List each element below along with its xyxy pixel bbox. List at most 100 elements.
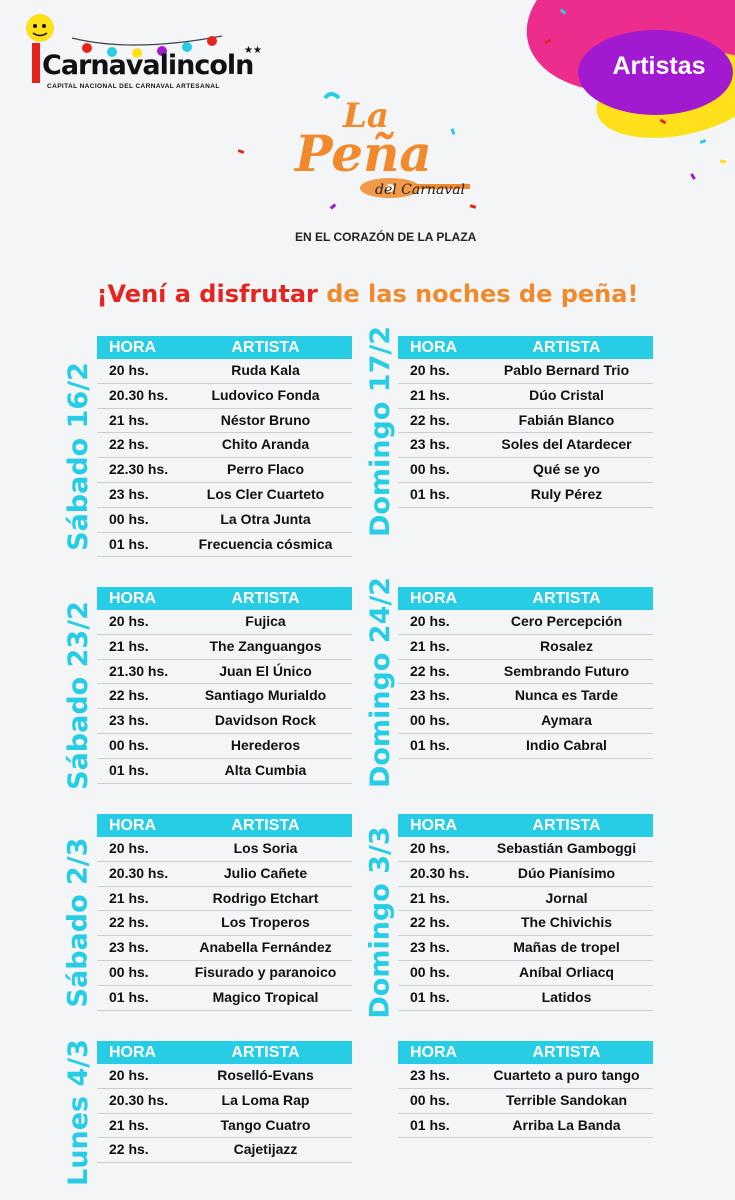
- row-artist: Fujica: [245, 613, 286, 629]
- table-row: 22 hs. Fabián Blanco: [398, 409, 653, 434]
- row-time: 01 hs.: [109, 761, 149, 778]
- row-time: 21.30 hs.: [109, 662, 169, 679]
- row-time: 20 hs.: [410, 613, 450, 629]
- row-time: 22 hs.: [410, 662, 450, 679]
- row-artist: Aníbal Orliacq: [519, 963, 614, 980]
- table-row: 22 hs. Santiago Murialdo: [97, 684, 352, 710]
- table-header: HORA ARTISTA: [97, 1041, 352, 1064]
- table-row: 23 hs. Cuarteto a puro tango: [398, 1064, 653, 1089]
- row-time: 20 hs.: [109, 362, 149, 378]
- row-time: 20 hs.: [109, 613, 149, 629]
- row-artist: Magico Tropical: [212, 988, 319, 1005]
- row-artist: Santiago Murialdo: [204, 687, 327, 704]
- column-header-hora: HORA: [109, 339, 157, 356]
- row-time: 22 hs.: [109, 436, 149, 453]
- row-artist: Jornal: [545, 889, 588, 906]
- row-time: 21 hs.: [410, 386, 450, 403]
- column-header-hora: HORA: [410, 817, 458, 834]
- column-header-hora: HORA: [410, 1044, 458, 1061]
- table-header: HORA ARTISTA: [97, 336, 352, 359]
- day-table: HORA ARTISTA 23 hs. Cuarteto a puro tango 00…: [398, 1041, 653, 1139]
- row-time: 23 hs.: [109, 939, 149, 956]
- column-header-artista: ARTISTA: [532, 1044, 601, 1061]
- table-row: 20 hs. Fujica: [97, 610, 352, 635]
- table-row: 01 hs. Magico Tropical: [97, 986, 352, 1011]
- table-row: 01 hs. Arriba La Banda: [398, 1114, 653, 1139]
- table-row: 23 hs. Soles del Atardecer: [398, 433, 653, 459]
- row-artist: Soles del Atardecer: [501, 436, 632, 453]
- pena-slogan: EN EL CORAZÓN DE LA PLAZA: [295, 230, 477, 244]
- artistas-badge: Artistas: [612, 52, 706, 80]
- table-row: 01 hs. Frecuencia cósmica: [97, 533, 352, 558]
- row-time: 01 hs.: [410, 736, 450, 753]
- row-time: 01 hs.: [410, 988, 450, 1005]
- table-row: 00 hs. Aymara: [398, 709, 653, 734]
- row-time: 23 hs.: [109, 712, 149, 729]
- confetti: [237, 149, 245, 154]
- column-header-hora: HORA: [109, 590, 157, 607]
- day-label: Domingo 3/3: [364, 826, 396, 1019]
- row-time: 23 hs.: [410, 687, 450, 704]
- pena-title-la: La: [343, 96, 389, 136]
- table-row: 21 hs. Tango Cuatro: [97, 1114, 352, 1139]
- row-artist: Ruda Kala: [231, 362, 300, 378]
- table-row: 21 hs. Rodrigo Etchart: [97, 887, 352, 912]
- day-label: Sábado 16/2: [62, 362, 94, 552]
- table-row: 01 hs. Latidos: [398, 986, 653, 1011]
- table-row: 20 hs. Cero Percepción: [398, 610, 653, 635]
- row-artist: Frecuencia cósmica: [198, 535, 333, 552]
- table-row: 00 hs. Terrible Sandokan: [398, 1089, 653, 1114]
- table-row: 20 hs. Sebastián Gamboggi: [398, 837, 653, 862]
- row-time: 23 hs.: [109, 485, 149, 502]
- row-artist: Fabián Blanco: [518, 411, 615, 428]
- pena-logo: La Peña del Carnaval EN EL CORAZÓN DE LA…: [285, 88, 485, 248]
- row-time: 00 hs.: [410, 963, 450, 980]
- logo-text: Carnavalincoln: [42, 50, 254, 81]
- confetti: [699, 139, 707, 144]
- row-artist: Rosalez: [540, 637, 593, 654]
- table-header: HORA ARTISTA: [398, 814, 653, 837]
- day-table: HORA ARTISTA 20 hs. Cero Percepción 21 hs. Ro…: [398, 587, 653, 759]
- row-time: 23 hs.: [410, 939, 450, 956]
- row-time: 23 hs.: [410, 1067, 450, 1083]
- day-label: Lunes 4/3: [62, 1038, 94, 1186]
- table-row: 23 hs. Anabella Fernández: [97, 936, 352, 961]
- day-label: Sábado 23/2: [62, 600, 94, 790]
- table-row: 00 hs. Qué se yo: [398, 458, 653, 483]
- column-header-hora: HORA: [109, 817, 157, 834]
- row-artist: Rodrigo Etchart: [212, 889, 319, 906]
- row-time: 20 hs.: [410, 362, 450, 378]
- headline-part2: de las noches de peña!: [326, 280, 639, 308]
- column-header-artista: ARTISTA: [532, 339, 601, 356]
- row-artist: Indio Cabral: [526, 736, 607, 753]
- row-artist: Cuarteto a puro tango: [493, 1067, 640, 1083]
- row-time: 21 hs.: [109, 637, 149, 654]
- column-header-artista: ARTISTA: [532, 817, 601, 834]
- column-header-artista: ARTISTA: [231, 339, 300, 356]
- row-artist: Herederos: [230, 736, 301, 753]
- row-artist: Sebastián Gamboggi: [496, 840, 637, 856]
- logo-mascot-icon: ★★: [26, 14, 262, 83]
- row-time: 23 hs.: [410, 436, 450, 453]
- row-time: 00 hs.: [109, 510, 149, 527]
- row-artist: Chito Aranda: [221, 436, 310, 453]
- guitar-icon: [323, 92, 470, 198]
- row-artist: Ludovico Fonda: [211, 386, 320, 403]
- table-row: 00 hs. Herederos: [97, 734, 352, 759]
- table-row: 22.30 hs. Perro Flaco: [97, 458, 352, 483]
- row-artist: La Loma Rap: [221, 1091, 310, 1108]
- row-time: 01 hs.: [410, 1116, 450, 1133]
- table-row: 21 hs. Jornal: [398, 887, 653, 912]
- table-row: 22 hs. The Chivichis: [398, 911, 653, 937]
- row-artist: Aymara: [541, 712, 592, 729]
- table-header: HORA ARTISTA: [398, 587, 653, 610]
- row-time: 20.30 hs.: [410, 864, 470, 881]
- row-artist: Sembrando Futuro: [503, 662, 630, 679]
- table-row: 20.30 hs. Julio Cañete: [97, 862, 352, 887]
- day-table: HORA ARTISTA 20 hs. Pablo Bernard Trio 21 hs…: [398, 336, 653, 508]
- table-row: 20.30 hs. Ludovico Fonda: [97, 384, 352, 409]
- row-time: 21 hs.: [109, 889, 149, 906]
- artistas-badge-bg: [578, 30, 733, 115]
- column-header-artista: ARTISTA: [532, 590, 601, 607]
- table-row: 22 hs. Los Troperos: [97, 911, 352, 937]
